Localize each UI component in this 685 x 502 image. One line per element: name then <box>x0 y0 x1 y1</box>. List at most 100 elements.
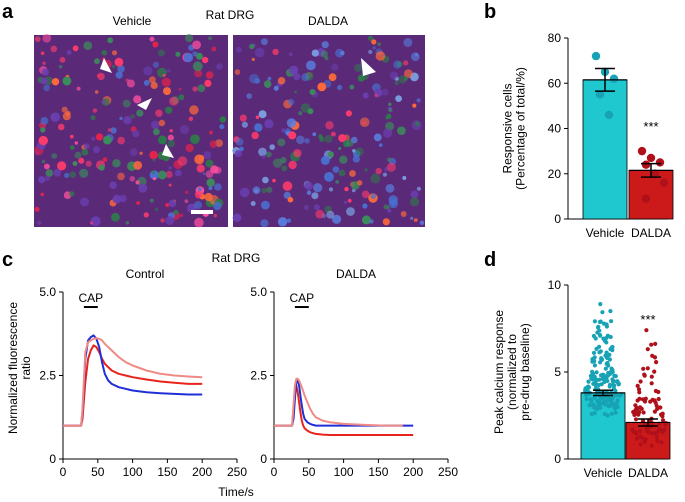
micrograph-dalda <box>232 35 425 228</box>
cell <box>119 194 127 203</box>
cell <box>414 53 419 57</box>
cell <box>92 108 98 113</box>
data-point <box>601 321 607 326</box>
cell <box>40 117 49 125</box>
data-point <box>605 355 610 360</box>
cell <box>204 192 213 202</box>
cell <box>287 98 295 106</box>
data-point <box>649 342 654 347</box>
cell <box>205 159 214 168</box>
cell <box>377 42 381 47</box>
x-tick-label: DALDA <box>628 466 668 480</box>
data-point <box>633 407 638 412</box>
cell <box>346 207 355 216</box>
x-tick-label: 0 <box>271 465 278 479</box>
cell <box>344 200 348 204</box>
cell <box>357 180 363 186</box>
data-point <box>583 388 588 393</box>
cell <box>321 41 329 49</box>
panel-c-chart: Normalized fluorescence ratio Time/s Contro… <box>6 267 458 499</box>
cell <box>349 170 356 177</box>
cell <box>45 169 54 177</box>
data-point <box>604 361 609 366</box>
cell <box>393 60 402 69</box>
cell <box>53 168 62 177</box>
cell <box>114 57 124 67</box>
cell <box>169 96 179 106</box>
x-tick-label: 250 <box>227 465 247 479</box>
data-point <box>610 348 615 353</box>
data-point <box>656 396 661 402</box>
cell <box>251 57 255 62</box>
cell <box>94 58 100 65</box>
cell <box>149 36 155 42</box>
y-tick-label: 2.5 <box>250 369 267 383</box>
cell <box>416 186 421 191</box>
trace-pink <box>274 377 403 427</box>
cell <box>122 99 131 108</box>
cell <box>107 37 114 44</box>
cell <box>370 173 381 184</box>
y-tick-label: 60 <box>548 76 562 90</box>
data-point <box>641 410 646 415</box>
data-point <box>648 399 653 404</box>
cell <box>249 43 255 50</box>
cell <box>194 201 202 210</box>
cell <box>287 196 294 203</box>
data-point <box>598 349 603 354</box>
cell <box>66 50 72 55</box>
cell <box>219 116 226 123</box>
cell <box>349 84 355 90</box>
cell <box>209 130 213 135</box>
cell <box>133 95 142 104</box>
cell <box>97 72 105 81</box>
cell <box>344 186 349 192</box>
data-point <box>659 178 669 187</box>
cell <box>72 45 79 52</box>
cell <box>413 218 418 223</box>
subplot-title: DALDA <box>336 267 376 281</box>
cell <box>373 133 382 142</box>
data-point <box>606 397 611 402</box>
cell <box>42 61 46 66</box>
cell <box>194 217 204 228</box>
cell <box>192 86 198 92</box>
cell <box>288 131 297 140</box>
cell <box>197 84 206 93</box>
cell <box>184 199 189 204</box>
data-point <box>609 74 619 83</box>
cell <box>34 36 41 42</box>
cell <box>59 56 66 63</box>
cell <box>62 112 71 121</box>
cell <box>58 65 63 69</box>
cell <box>112 194 122 204</box>
cell <box>203 151 212 160</box>
stimulus-label: CAP <box>78 291 103 305</box>
cell <box>111 64 116 69</box>
cell <box>130 114 135 119</box>
cell <box>42 33 52 43</box>
cell <box>78 157 85 164</box>
data-point <box>601 396 606 401</box>
cell <box>132 130 140 138</box>
data-point <box>592 411 597 416</box>
data-point <box>638 379 643 384</box>
cell <box>69 134 74 139</box>
cell <box>315 209 325 219</box>
cell <box>69 191 75 197</box>
cell <box>303 205 309 210</box>
arrowhead-icon <box>137 98 152 110</box>
cell <box>378 143 383 148</box>
cell <box>183 52 193 63</box>
cell <box>90 216 101 227</box>
cell <box>317 82 327 92</box>
cell <box>273 85 279 91</box>
cell <box>111 50 118 56</box>
cell <box>261 200 270 210</box>
y-axis-label: (normalized to <box>505 334 519 410</box>
data-point <box>638 442 643 447</box>
cell <box>43 84 50 92</box>
data-point <box>597 319 603 325</box>
cell <box>169 129 173 133</box>
cell <box>272 158 283 168</box>
